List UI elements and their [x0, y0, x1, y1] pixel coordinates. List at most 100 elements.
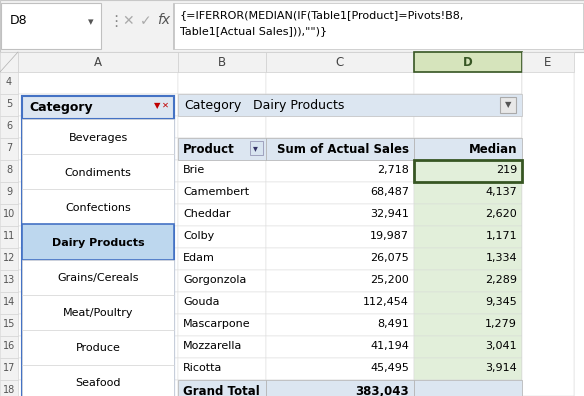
Bar [178, 226, 266, 248]
Bar [18, 270, 178, 292]
Text: ⋮: ⋮ [108, 14, 123, 29]
Bar [0, 314, 18, 336]
Text: 2,289: 2,289 [485, 275, 517, 285]
Bar [0, 182, 18, 204]
Text: 19,987: 19,987 [370, 231, 409, 241]
Text: ✕: ✕ [162, 101, 169, 110]
Bar [266, 336, 414, 358]
Bar [414, 72, 522, 94]
Text: A: A [94, 56, 102, 69]
Bar [178, 94, 522, 116]
Bar [178, 116, 266, 138]
Text: Colby: Colby [183, 231, 214, 241]
Bar [414, 380, 522, 396]
Text: 9: 9 [6, 187, 12, 197]
Bar [522, 336, 574, 358]
Text: 2,620: 2,620 [485, 209, 517, 219]
Text: 6: 6 [6, 121, 12, 131]
Bar [500, 97, 516, 113]
Bar [414, 248, 522, 270]
Text: Dairy Products: Dairy Products [52, 238, 144, 248]
Text: 25,200: 25,200 [370, 275, 409, 285]
Text: 68,487: 68,487 [370, 187, 409, 197]
Text: Grains/Cereals: Grains/Cereals [57, 273, 139, 283]
Bar [178, 336, 266, 358]
Bar [18, 138, 178, 160]
Bar [266, 292, 414, 314]
Text: 8: 8 [6, 165, 12, 175]
Text: 4,137: 4,137 [485, 187, 517, 197]
Bar [414, 160, 522, 182]
Text: Dairy Products: Dairy Products [253, 99, 345, 112]
Bar [266, 116, 414, 138]
Bar [266, 138, 414, 160]
Text: D: D [463, 56, 473, 69]
Text: Condiments: Condiments [65, 168, 131, 178]
Text: Confections: Confections [65, 203, 131, 213]
Bar [522, 182, 574, 204]
Bar [414, 160, 522, 182]
Bar [0, 72, 18, 94]
Bar [0, 358, 18, 380]
Text: Gouda: Gouda [183, 297, 220, 307]
Bar [22, 189, 174, 225]
Text: 219: 219 [496, 165, 517, 175]
Bar [173, 3, 174, 49]
Bar [18, 358, 178, 380]
Bar [0, 204, 18, 226]
Text: D8: D8 [10, 14, 27, 27]
Text: Seafood: Seafood [75, 379, 121, 388]
Bar [0, 138, 18, 160]
Bar [178, 358, 266, 380]
Text: 3,914: 3,914 [485, 363, 517, 373]
Text: 7: 7 [6, 143, 12, 153]
Bar [18, 182, 178, 204]
Text: 4: 4 [6, 77, 12, 87]
Bar [178, 160, 266, 182]
Text: Grand Total: Grand Total [183, 385, 260, 396]
Text: 41,194: 41,194 [370, 341, 409, 351]
Bar [178, 94, 266, 116]
Bar [266, 52, 414, 72]
Bar [414, 138, 522, 160]
Bar [18, 292, 178, 314]
Bar [522, 116, 574, 138]
Bar [414, 380, 522, 396]
Text: Mozzarella: Mozzarella [183, 341, 242, 351]
Bar [178, 182, 266, 204]
Bar [0, 0, 584, 52]
Bar [0, 52, 18, 72]
Text: 2,718: 2,718 [377, 165, 409, 175]
Bar [266, 314, 414, 336]
Bar [266, 380, 414, 396]
Text: 16: 16 [3, 341, 15, 351]
Text: Median: Median [468, 143, 517, 156]
Bar [266, 72, 414, 94]
Text: 1,334: 1,334 [485, 253, 517, 263]
Text: 13: 13 [3, 275, 15, 285]
Text: Meat/Poultry: Meat/Poultry [62, 308, 133, 318]
Text: 14: 14 [3, 297, 15, 307]
Bar [18, 380, 178, 396]
Text: 15: 15 [3, 319, 15, 329]
Text: 3,041: 3,041 [485, 341, 517, 351]
Bar [18, 94, 178, 116]
Bar [18, 160, 178, 182]
Bar [266, 358, 414, 380]
Bar [522, 270, 574, 292]
Bar [266, 138, 414, 160]
Bar [0, 160, 18, 182]
Bar [0, 336, 18, 358]
Text: 17: 17 [3, 363, 15, 373]
Bar [18, 336, 178, 358]
Bar [178, 52, 266, 72]
Bar [522, 292, 574, 314]
Text: fx: fx [157, 13, 170, 27]
Bar [178, 314, 266, 336]
Text: 11: 11 [3, 231, 15, 241]
Bar [18, 116, 178, 138]
Bar [266, 204, 414, 226]
Bar [174, 3, 583, 49]
Text: Product: Product [183, 143, 235, 156]
Text: 1,279: 1,279 [485, 319, 517, 329]
